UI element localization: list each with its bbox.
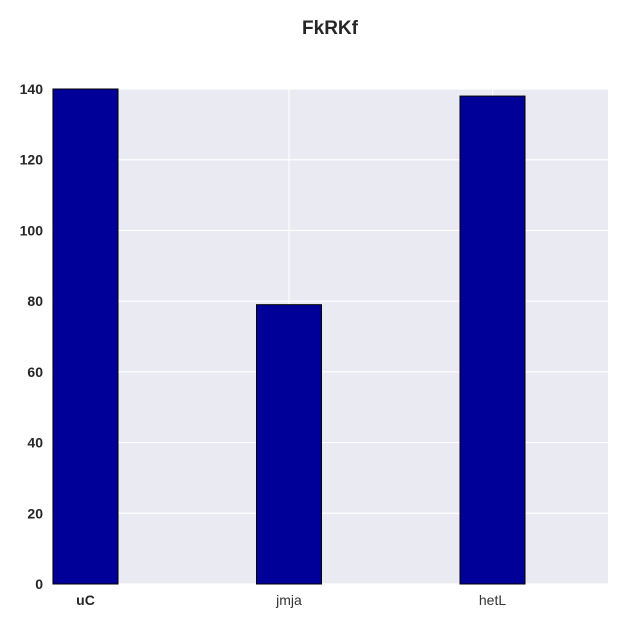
y-tick-label: 140 (20, 81, 44, 97)
chart-title: FkRKf (302, 18, 359, 39)
bar-uC (52, 88, 119, 585)
y-axis-ticks: 0 20 40 60 80 100 120 140 (20, 81, 44, 592)
y-tick-label: 60 (27, 364, 43, 380)
y-tick-label: 120 (20, 152, 44, 168)
x-axis-ticks: uC jmja hetL (76, 592, 506, 608)
bar-hetL (459, 95, 526, 585)
bar-jmja (256, 304, 322, 585)
y-tick-label: 100 (20, 222, 44, 238)
x-tick-label: uC (76, 592, 95, 608)
y-tick-label: 40 (27, 435, 43, 451)
y-tick-label: 20 (27, 505, 43, 521)
bars (52, 88, 526, 585)
y-tick-label: 80 (27, 293, 43, 309)
x-tick-label: jmja (275, 592, 302, 608)
x-tick-label: hetL (479, 592, 506, 608)
y-tick-label: 0 (35, 576, 43, 592)
